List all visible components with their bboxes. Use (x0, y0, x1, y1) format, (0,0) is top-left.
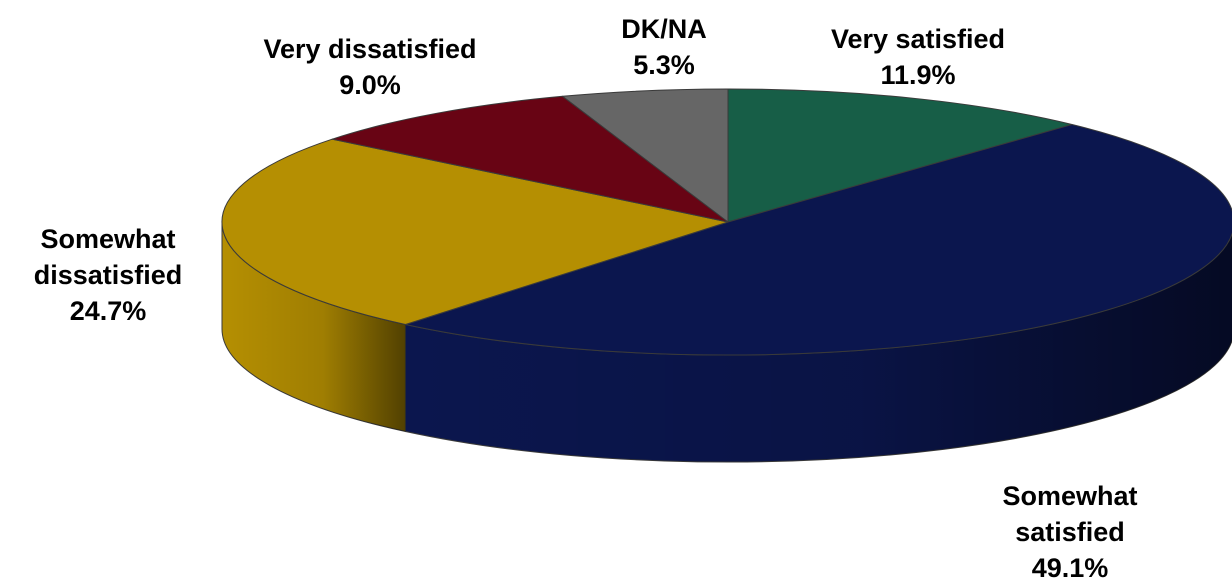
slice-label-very-satisfied: Very satisfied (831, 24, 1005, 54)
slice-value-dk-na: 5.3% (633, 50, 695, 80)
pie-side-walls (221, 221, 1232, 463)
slice-side-shade-somewhat-dissatisfied (222, 222, 406, 432)
slice-label-dk-na: DK/NA (621, 14, 707, 44)
slice-label-somewhat-dissatisfied: Somewhat (40, 224, 175, 254)
slice-value-somewhat-satisfied: 49.1% (1032, 553, 1109, 583)
slice-label-somewhat-dissatisfied: dissatisfied (34, 260, 183, 290)
slice-label-very-dissatisfied: Very dissatisfied (263, 34, 476, 64)
slice-value-somewhat-dissatisfied: 24.7% (70, 296, 147, 326)
slice-label-somewhat-satisfied: satisfied (1015, 517, 1125, 547)
pie-top-faces (221, 88, 1232, 356)
slice-label-somewhat-satisfied: Somewhat (1002, 481, 1137, 511)
slice-value-very-satisfied: 11.9% (880, 60, 955, 90)
slice-side-shade-somewhat-satisfied (405, 233, 1232, 463)
slice-value-very-dissatisfied: 9.0% (339, 70, 401, 100)
slice-very-satisfied (727, 88, 1073, 223)
slice-somewhat-dissatisfied (221, 138, 729, 325)
slice-labels: Very satisfied 11.9% Somewhat satisfied 49.1… (34, 14, 1138, 583)
slice-somewhat-satisfied (404, 123, 1232, 356)
slice-very-dissatisfied (331, 95, 729, 223)
slice-dk-na (562, 88, 729, 223)
